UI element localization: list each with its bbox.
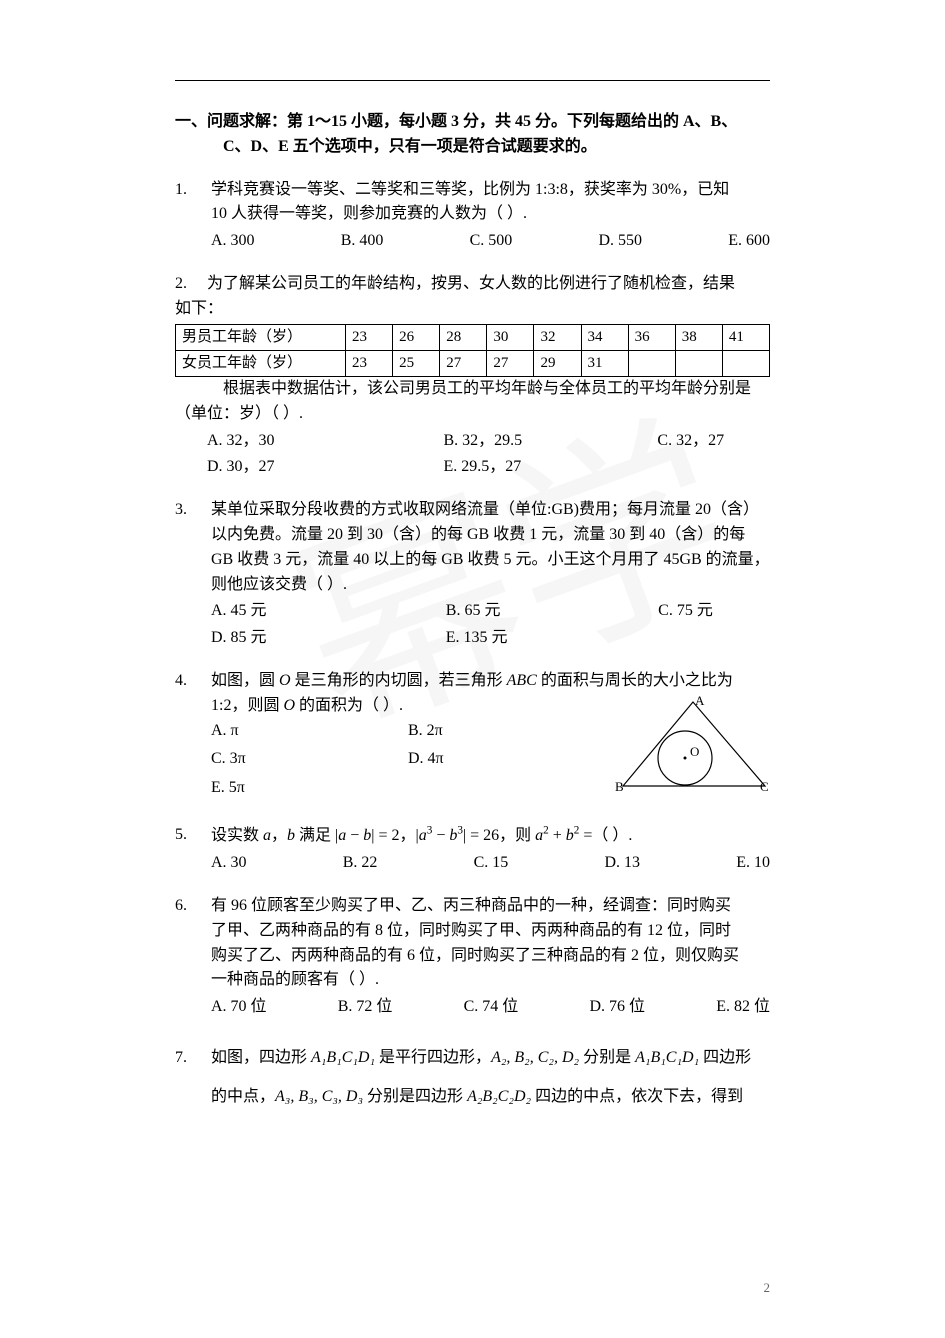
q3-stem-line4: 则他应该交费（ ）. <box>211 576 347 593</box>
q2-opt-a: A. 32，30 <box>207 429 443 454</box>
q3-opt-d: D. 85 元 <box>211 626 446 651</box>
q2-stem-line1: 为了解某公司员工的年龄结构，按男、女人数的比例进行了随机检查，结果 <box>207 275 735 292</box>
q2-opt-c: C. 32，27 <box>657 429 770 454</box>
q2-opt-b: B. 32，29.5 <box>443 429 657 454</box>
q4-opt-d: D. 4π <box>408 747 605 772</box>
question-6: 6. 有 96 位顾客至少购买了甲、乙、丙三种商品中的一种，经调查：同时购买 了… <box>175 894 770 1020</box>
q6-opt-d: D. 76 位 <box>589 995 645 1020</box>
q2-opt-d: D. 30，27 <box>207 455 443 480</box>
q2-stem-line3: 根据表中数据估计，该公司男员工的平均年龄与全体员工的平均年龄分别是 <box>175 377 770 402</box>
q3-opt-b: B. 65 元 <box>446 599 658 624</box>
q6-options: A. 70 位 B. 72 位 C. 74 位 D. 76 位 E. 82 位 <box>211 995 770 1020</box>
section-header: 一、问题求解：第 1～15 小题，每小题 3 分，共 45 分。下列每题给出的 … <box>175 110 770 160</box>
q5-options: A. 30 B. 22 C. 15 D. 13 E. 10 <box>211 851 770 876</box>
q1-opt-c: C. 500 <box>470 229 513 254</box>
question-4: 4. 如图，圆 O 是三角形的内切圆，若三角形 ABC 的面积与周长的大小之比为… <box>175 669 770 805</box>
q5-stem: 设实数 a，b 满足 |a − b| = 2，|a3 − b3| = 26，则 … <box>211 827 632 844</box>
q1-options: A. 300 B. 400 C. 500 D. 550 E. 600 <box>211 229 770 254</box>
q6-opt-a: A. 70 位 <box>211 995 267 1020</box>
q3-stem-line1: 某单位采取分段收费的方式收取网络流量（单位:GB)费用；每月流量 20（含） <box>211 501 759 518</box>
q5-opt-e: E. 10 <box>736 851 770 876</box>
q4-stem-line1: 如图，圆 O 是三角形的内切圆，若三角形 ABC 的面积与周长的大小之比为 <box>211 672 733 689</box>
q4-number: 4. <box>175 669 207 694</box>
svg-text:O: O <box>690 744 699 759</box>
q1-stem-line1: 学科竞赛设一等奖、二等奖和三等奖，比例为 1:3:8，获奖率为 30%，已知 <box>211 181 729 198</box>
section-header-line1: 一、问题求解：第 1～15 小题，每小题 3 分，共 45 分。下列每题给出的 … <box>175 110 770 135</box>
svg-text:A: A <box>695 694 705 708</box>
q6-opt-e: E. 82 位 <box>716 995 770 1020</box>
q2-options-row2: D. 30，27 E. 29.5，27 <box>207 455 770 480</box>
q2-stem-line2: 如下： <box>175 297 770 322</box>
q6-stem-line4: 一种商品的顾客有（ ）. <box>211 971 379 988</box>
q4-opt-b: B. 2π <box>408 719 605 744</box>
question-1: 1. 学科竞赛设一等奖、二等奖和三等奖，比例为 1:3:8，获奖率为 30%，已… <box>175 178 770 254</box>
q1-opt-b: B. 400 <box>341 229 384 254</box>
q6-opt-c: C. 74 位 <box>464 995 519 1020</box>
q5-number: 5. <box>175 823 207 848</box>
q6-opt-b: B. 72 位 <box>338 995 393 1020</box>
q2-female-label: 女员工年龄（岁） <box>176 350 346 376</box>
q5-opt-c: C. 15 <box>474 851 509 876</box>
q1-opt-a: A. 300 <box>211 229 255 254</box>
q6-stem-line3: 购买了乙、丙两种商品的有 6 位，同时购买了三种商品的有 2 位，则仅购买 <box>211 947 739 964</box>
q2-table-row-female: 女员工年龄（岁） 23 25 27 27 29 31 <box>176 350 770 376</box>
q4-opt-e: E. 5π <box>211 776 408 801</box>
q3-number: 3. <box>175 498 207 523</box>
q3-opt-e: E. 135 元 <box>446 626 658 651</box>
q2-male-label: 男员工年龄（岁） <box>176 324 346 350</box>
page-number: 2 <box>764 1278 771 1298</box>
svg-text:B: B <box>615 779 624 794</box>
q6-stem-line2: 了甲、乙两种商品的有 8 位，同时购买了甲、丙两种商品的有 12 位，同时 <box>211 922 731 939</box>
q2-opt-e: E. 29.5，27 <box>443 455 657 480</box>
q3-stem-line3: GB 收费 3 元，流量 40 以上的每 GB 收费 5 元。小王这个月用了 4… <box>211 551 770 568</box>
q2-options-row1: A. 32，30 B. 32，29.5 C. 32，27 <box>207 429 770 454</box>
q3-stem-line2: 以内免费。流量 20 到 30（含）的每 GB 收费 1 元，流量 30 到 4… <box>211 526 745 543</box>
question-3: 3. 某单位采取分段收费的方式收取网络流量（单位:GB)费用；每月流量 20（含… <box>175 498 770 651</box>
q5-opt-d: D. 13 <box>604 851 640 876</box>
svg-text:C: C <box>760 779 769 794</box>
q4-figure-triangle-incircle: A B C O <box>615 694 770 794</box>
q7-line2: 的中点，A₃, B₃, C₃, D₃ 分别是四边形 A₂B₂C₂D₂ 四边的中点… <box>211 1085 770 1110</box>
q4-opt-a: A. π <box>211 719 408 744</box>
q1-opt-e: E. 600 <box>728 229 770 254</box>
q1-opt-d: D. 550 <box>598 229 642 254</box>
q1-number: 1. <box>175 178 207 203</box>
question-2: 2.为了解某公司员工的年龄结构，按男、女人数的比例进行了随机检查，结果 如下： … <box>175 272 770 480</box>
q4-opt-c: C. 3π <box>211 747 408 772</box>
q3-opt-c: C. 75 元 <box>658 599 770 624</box>
q3-options-row2: D. 85 元 E. 135 元 <box>211 626 770 651</box>
q3-opt-a: A. 45 元 <box>211 599 446 624</box>
q6-number: 6. <box>175 894 207 919</box>
q7-line1: 如图，四边形 A₁B₁C₁D₁ 是平行四边形，A₂, B₂, C₂, D₂ 分别… <box>211 1046 770 1071</box>
question-5: 5. 设实数 a，b 满足 |a − b| = 2，|a3 − b3| = 26… <box>175 823 770 876</box>
q4-options: A. π B. 2π C. 3π D. 4π E. 5π <box>211 719 605 805</box>
section-header-line2: C、D、E 五个选项中，只有一项是符合试题要求的。 <box>175 135 770 160</box>
q4-stem-line2: 1:2，则圆 O 的面积为（ ）. <box>211 697 403 714</box>
q1-stem-line2: 10 人获得一等奖，则参加竞赛的人数为（ ）. <box>211 205 527 222</box>
q5-opt-b: B. 22 <box>343 851 378 876</box>
q5-opt-a: A. 30 <box>211 851 247 876</box>
q6-stem-line1: 有 96 位顾客至少购买了甲、乙、丙三种商品中的一种，经调查：同时购买 <box>211 897 731 914</box>
q2-stem-line4: （单位：岁）（ ）. <box>175 402 770 427</box>
q7-number: 7. <box>175 1046 207 1071</box>
q3-options-row1: A. 45 元 B. 65 元 C. 75 元 <box>211 599 770 624</box>
q2-table: 男员工年龄（岁） 23 26 28 30 32 34 36 38 41 女员工年… <box>175 324 770 378</box>
question-7: 7. 如图，四边形 A₁B₁C₁D₁ 是平行四边形，A₂, B₂, C₂, D₂… <box>175 1046 770 1110</box>
q2-table-row-male: 男员工年龄（岁） 23 26 28 30 32 34 36 38 41 <box>176 324 770 350</box>
q2-number: 2. <box>175 272 207 297</box>
